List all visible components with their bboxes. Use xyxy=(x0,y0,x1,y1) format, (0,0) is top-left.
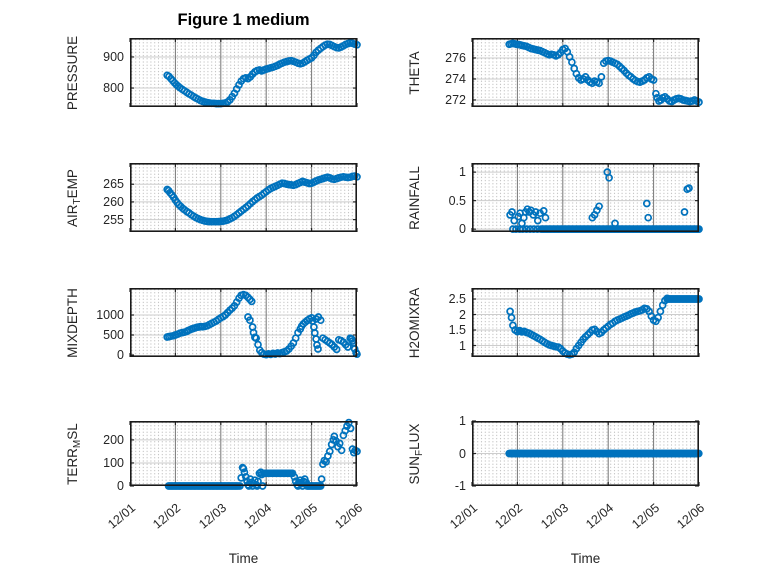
x-axis-label-left: Time xyxy=(228,551,259,566)
y-tick-label: 0 xyxy=(459,222,466,237)
grid xyxy=(130,163,357,232)
y-tick-label: 1 xyxy=(459,414,466,428)
subplot-air-temp xyxy=(129,163,361,233)
x-tick-label: 12/02 xyxy=(492,500,526,532)
y-tick-label: 255 xyxy=(103,212,124,227)
y-tick-label: 1 xyxy=(459,165,466,180)
x-axis-label-right: Time xyxy=(570,551,601,566)
y-tick-label: 900 xyxy=(103,49,124,64)
x-tick-label: 12/01 xyxy=(105,500,139,532)
subplot-theta xyxy=(471,38,703,108)
subplot-rainfall xyxy=(471,163,703,233)
x-tick-label: 12/04 xyxy=(241,500,275,532)
scatter-points xyxy=(506,294,703,359)
y-tick-label: 1 xyxy=(459,338,466,353)
y-tick-label: -1 xyxy=(454,479,466,493)
y-tick-label: 0 xyxy=(117,348,124,362)
subplot-pressure xyxy=(129,38,361,108)
figure-title: Figure 1 medium xyxy=(177,11,310,29)
subplot-mixdepth xyxy=(129,288,361,359)
axes-box xyxy=(472,163,699,233)
y-tick-label: 265 xyxy=(103,177,124,192)
axes-box xyxy=(472,38,699,108)
x-tick-label: 12/04 xyxy=(583,500,617,532)
y-tick-label: 200 xyxy=(103,432,124,447)
grid xyxy=(472,288,699,357)
axes-box xyxy=(130,38,357,108)
axes-box xyxy=(130,163,357,233)
y-tick-label: 500 xyxy=(103,328,124,342)
x-tick-label: 12/06 xyxy=(674,500,708,532)
subplot-sun-flux xyxy=(471,420,703,487)
y-tick-label: 2.5 xyxy=(448,292,466,306)
grid xyxy=(472,163,699,232)
y-tick-label: 276 xyxy=(445,50,466,65)
y-axis-label-sun-flux: SUNFLUX xyxy=(407,423,425,484)
subplot-h2omixra xyxy=(471,288,703,359)
x-tick-label: 12/02 xyxy=(150,500,184,532)
scatter-points xyxy=(505,449,703,458)
x-tick-label: 12/01 xyxy=(447,500,481,532)
x-tick-label: 12/06 xyxy=(332,500,366,532)
y-tick-label: 0 xyxy=(459,446,466,461)
subplot-terr-msl xyxy=(129,418,361,490)
y-tick-label: 1.5 xyxy=(448,323,466,338)
y-tick-label: 1000 xyxy=(96,308,124,322)
y-tick-label: 274 xyxy=(445,71,466,86)
y-tick-label: 100 xyxy=(103,455,124,470)
x-tick-label: 12/03 xyxy=(538,500,571,532)
y-tick-label: 0 xyxy=(117,479,124,493)
y-tick-label: 272 xyxy=(445,92,466,107)
scatter-points xyxy=(505,39,703,106)
y-tick-label: 2 xyxy=(459,307,466,322)
axes-box xyxy=(472,421,699,487)
scatter-points xyxy=(163,39,361,108)
y-tick-label: 260 xyxy=(103,194,124,209)
scatter-points xyxy=(506,168,703,233)
y-tick-label: 0.5 xyxy=(448,193,466,208)
scatter-points xyxy=(163,172,361,226)
axes-box xyxy=(130,421,357,487)
axes-box xyxy=(472,288,699,358)
x-tick-label: 12/05 xyxy=(628,500,662,532)
y-axis-label-terr-msl: TERRMSL xyxy=(65,422,83,485)
y-tick-label: 800 xyxy=(103,81,124,96)
x-tick-label: 12/05 xyxy=(286,500,320,532)
scatter-points xyxy=(163,290,361,359)
x-tick-label: 12/03 xyxy=(196,500,229,532)
axes-box xyxy=(130,288,357,358)
